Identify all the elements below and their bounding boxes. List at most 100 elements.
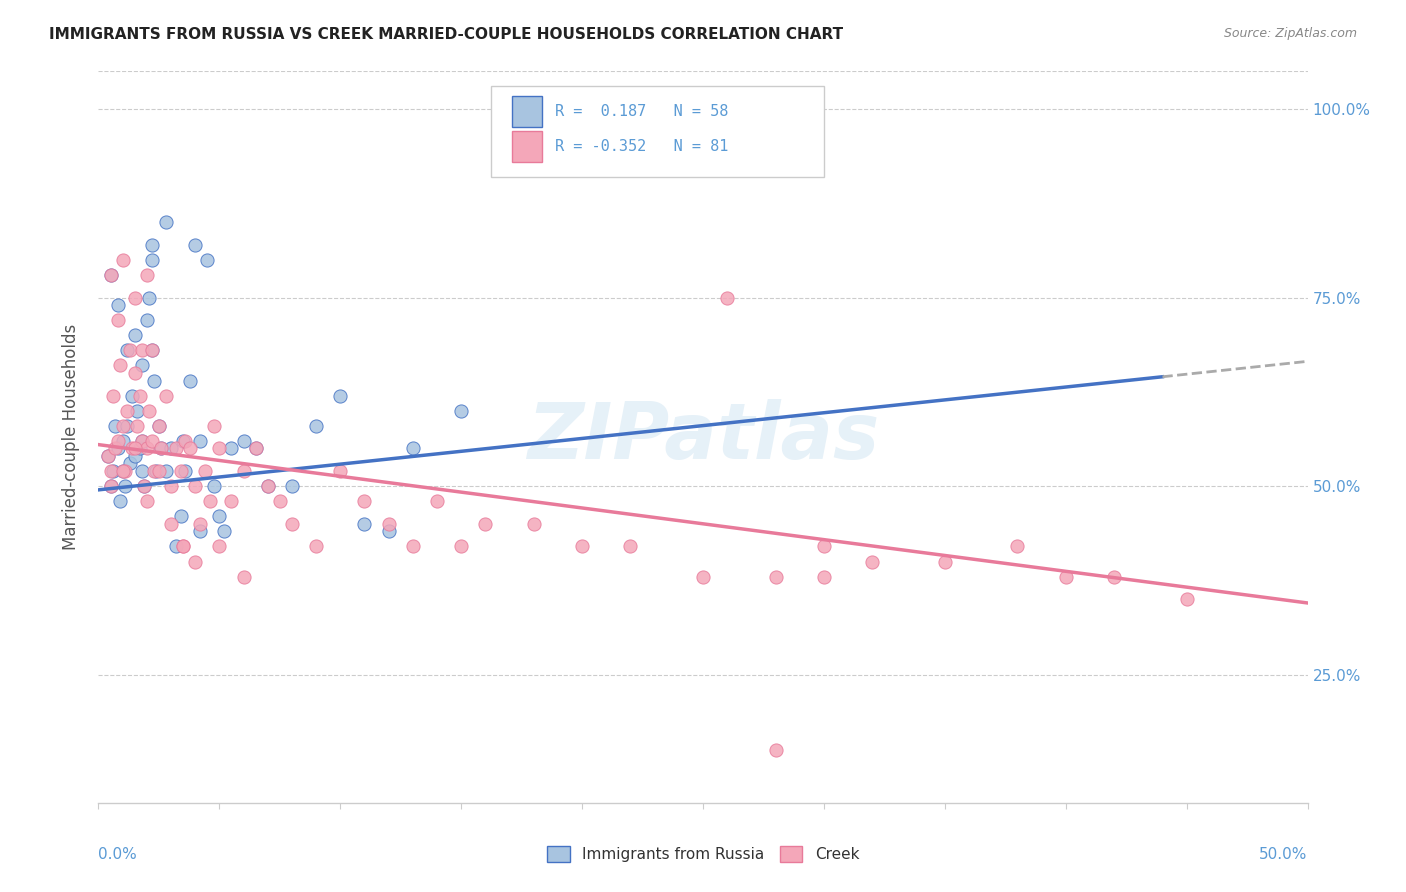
- Point: [117, 403, 139, 417]
- Point: [160, 479, 183, 493]
- Point: [148, 418, 170, 433]
- Legend: Immigrants from Russia, Creek: Immigrants from Russia, Creek: [541, 840, 865, 868]
- Point: [571, 540, 593, 554]
- Point: [160, 442, 183, 456]
- Point: [188, 524, 211, 539]
- Point: [111, 418, 134, 433]
- Point: [195, 252, 218, 267]
- Point: [134, 479, 156, 493]
- Point: [169, 464, 191, 478]
- Point: [256, 479, 278, 493]
- Point: [198, 494, 221, 508]
- Point: [208, 442, 231, 456]
- Point: [165, 442, 187, 456]
- Point: [155, 464, 177, 478]
- Point: [104, 442, 127, 456]
- Point: [692, 569, 714, 583]
- Point: [121, 442, 143, 456]
- Point: [245, 442, 267, 456]
- Point: [155, 389, 177, 403]
- Point: [143, 374, 166, 388]
- Point: [134, 479, 156, 493]
- Point: [108, 494, 131, 508]
- Text: 50.0%: 50.0%: [1260, 847, 1308, 862]
- Point: [1054, 569, 1077, 583]
- Point: [523, 516, 546, 531]
- Point: [402, 540, 425, 554]
- Point: [208, 509, 231, 524]
- Point: [402, 442, 425, 456]
- Point: [111, 252, 134, 267]
- Text: R = -0.352   N = 81: R = -0.352 N = 81: [555, 139, 728, 154]
- Point: [111, 464, 134, 478]
- Point: [426, 494, 449, 508]
- Point: [281, 479, 304, 493]
- Point: [148, 464, 170, 478]
- Point: [127, 418, 149, 433]
- Point: [1007, 540, 1029, 554]
- Point: [188, 516, 211, 531]
- Point: [100, 268, 122, 282]
- Point: [117, 343, 139, 358]
- Point: [208, 540, 231, 554]
- Point: [194, 464, 217, 478]
- Point: [329, 464, 352, 478]
- Point: [232, 464, 254, 478]
- Point: [107, 313, 129, 327]
- Point: [131, 343, 153, 358]
- Point: [179, 442, 201, 456]
- Point: [107, 298, 129, 312]
- Point: [450, 540, 472, 554]
- Point: [377, 524, 399, 539]
- Point: [353, 494, 375, 508]
- Point: [474, 516, 496, 531]
- Point: [353, 516, 375, 531]
- Point: [117, 418, 139, 433]
- Point: [135, 442, 157, 456]
- Point: [174, 434, 197, 448]
- Point: [118, 457, 141, 471]
- Text: Source: ZipAtlas.com: Source: ZipAtlas.com: [1223, 27, 1357, 40]
- Point: [100, 479, 122, 493]
- Point: [124, 328, 146, 343]
- Point: [212, 524, 235, 539]
- Text: IMMIGRANTS FROM RUSSIA VS CREEK MARRIED-COUPLE HOUSEHOLDS CORRELATION CHART: IMMIGRANTS FROM RUSSIA VS CREEK MARRIED-…: [49, 27, 844, 42]
- Point: [184, 479, 207, 493]
- Point: [765, 743, 787, 757]
- Point: [1175, 592, 1198, 607]
- Point: [131, 434, 153, 448]
- Point: [377, 516, 399, 531]
- Point: [305, 540, 328, 554]
- Point: [100, 479, 122, 493]
- Point: [100, 268, 122, 282]
- Point: [114, 464, 136, 478]
- Point: [204, 418, 226, 433]
- Point: [145, 464, 167, 478]
- Point: [138, 403, 160, 417]
- Point: [232, 434, 254, 448]
- Point: [172, 434, 194, 448]
- FancyBboxPatch shape: [512, 96, 543, 127]
- Point: [111, 434, 134, 448]
- Point: [135, 313, 157, 327]
- Y-axis label: Married-couple Households: Married-couple Households: [62, 324, 80, 550]
- Point: [148, 418, 170, 433]
- Point: [143, 464, 166, 478]
- Point: [269, 494, 291, 508]
- Point: [150, 442, 173, 456]
- Point: [184, 237, 207, 252]
- Point: [813, 540, 835, 554]
- Point: [124, 449, 146, 463]
- Point: [118, 343, 141, 358]
- Point: [141, 237, 163, 252]
- Point: [188, 434, 211, 448]
- Point: [135, 268, 157, 282]
- Point: [172, 540, 194, 554]
- Point: [160, 516, 183, 531]
- Point: [128, 389, 150, 403]
- Point: [150, 442, 173, 456]
- Point: [107, 442, 129, 456]
- Point: [141, 343, 163, 358]
- Point: [114, 479, 136, 493]
- Point: [107, 434, 129, 448]
